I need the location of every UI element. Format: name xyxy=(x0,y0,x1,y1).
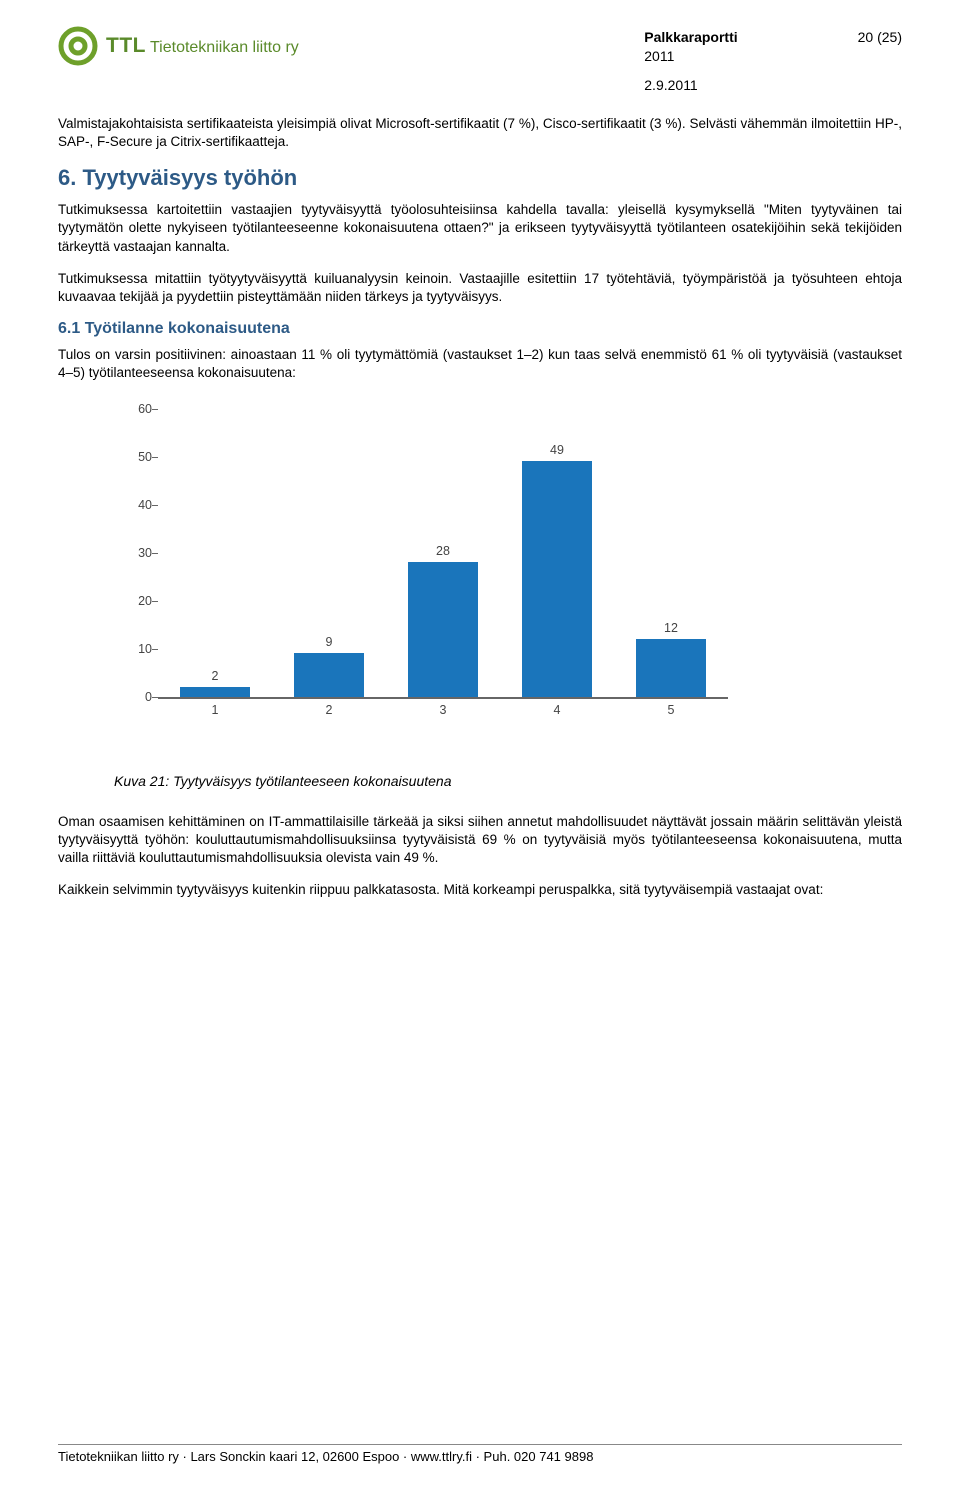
bar-chart: 29284912 010203040506012345 xyxy=(116,401,746,737)
ytick-label: 0 xyxy=(145,690,152,704)
doc-date: 2.9.2011 xyxy=(644,76,737,95)
xtick-label: 5 xyxy=(668,703,675,717)
xtick-label: 3 xyxy=(440,703,447,717)
bar: 9 xyxy=(294,653,365,696)
heading-6-1: 6.1 Työtilanne kokonaisuutena xyxy=(58,320,902,338)
ytick-mark xyxy=(152,505,158,506)
header-meta-right: 20 (25) xyxy=(858,28,902,95)
ytick-label: 40 xyxy=(138,498,152,512)
xtick-label: 2 xyxy=(326,703,333,717)
ytick-mark xyxy=(152,409,158,410)
header-meta-left: Palkkaraportti 2011 2.9.2011 xyxy=(644,28,737,95)
content: Valmistajakohtaisista sertifikaateista y… xyxy=(58,115,902,900)
logo: TTLTietotekniikan liitto ry xyxy=(58,26,299,66)
ytick-label: 10 xyxy=(138,642,152,656)
doc-year: 2011 xyxy=(644,47,737,66)
chart-container: 29284912 010203040506012345 xyxy=(58,401,902,737)
page-header: TTLTietotekniikan liitto ry Palkkaraport… xyxy=(58,26,902,95)
plot-area: 2 9 28 49 12 xyxy=(158,409,728,699)
header-meta: Palkkaraportti 2011 2.9.2011 20 (25) xyxy=(644,26,902,95)
figure-caption: Kuva 21: Tyytyväisyys työtilanteeseen ko… xyxy=(114,773,902,789)
bar-value-label: 2 xyxy=(195,669,235,683)
ytick-label: 20 xyxy=(138,594,152,608)
ytick-mark xyxy=(152,553,158,554)
page-number: 20 (25) xyxy=(858,28,902,47)
paragraph: Valmistajakohtaisista sertifikaateista y… xyxy=(58,115,902,151)
logo-icon xyxy=(58,26,98,66)
ytick-mark xyxy=(152,697,158,698)
paragraph: Tutkimuksessa kartoitettiin vastaajien t… xyxy=(58,201,902,256)
ytick-label: 30 xyxy=(138,546,152,560)
ytick-label: 60 xyxy=(138,402,152,416)
ytick-label: 50 xyxy=(138,450,152,464)
bar: 49 xyxy=(522,461,593,696)
bar: 12 xyxy=(636,639,707,697)
paragraph: Oman osaamisen kehittäminen on IT-ammatt… xyxy=(58,813,902,868)
xtick-label: 4 xyxy=(554,703,561,717)
paragraph: Kaikkein selvimmin tyytyväisyys kuitenki… xyxy=(58,881,902,899)
bar: 2 xyxy=(180,687,251,697)
footer-text: Tietotekniikan liitto ry · Lars Sonckin … xyxy=(58,1444,902,1464)
ytick-mark xyxy=(152,457,158,458)
bar-value-label: 9 xyxy=(309,635,349,649)
page: TTLTietotekniikan liitto ry Palkkaraport… xyxy=(0,0,960,1486)
logo-ttl: TTL xyxy=(106,34,146,57)
paragraph: Tulos on varsin positiivinen: ainoastaan… xyxy=(58,346,902,382)
ytick-mark xyxy=(152,601,158,602)
doc-title: Palkkaraportti xyxy=(644,29,737,45)
heading-6: 6. Tyytyväisyys työhön xyxy=(58,165,902,191)
bar-value-label: 28 xyxy=(423,544,463,558)
bar-value-label: 12 xyxy=(651,621,691,635)
page-footer: Tietotekniikan liitto ry · Lars Sonckin … xyxy=(58,1414,902,1464)
logo-org: Tietotekniikan liitto ry xyxy=(150,39,299,56)
logo-text: TTLTietotekniikan liitto ry xyxy=(106,34,299,57)
ytick-mark xyxy=(152,649,158,650)
paragraph: Tutkimuksessa mitattiin työtyytyväisyytt… xyxy=(58,270,902,306)
bar: 28 xyxy=(408,562,479,696)
bar-value-label: 49 xyxy=(537,443,577,457)
xtick-label: 1 xyxy=(212,703,219,717)
